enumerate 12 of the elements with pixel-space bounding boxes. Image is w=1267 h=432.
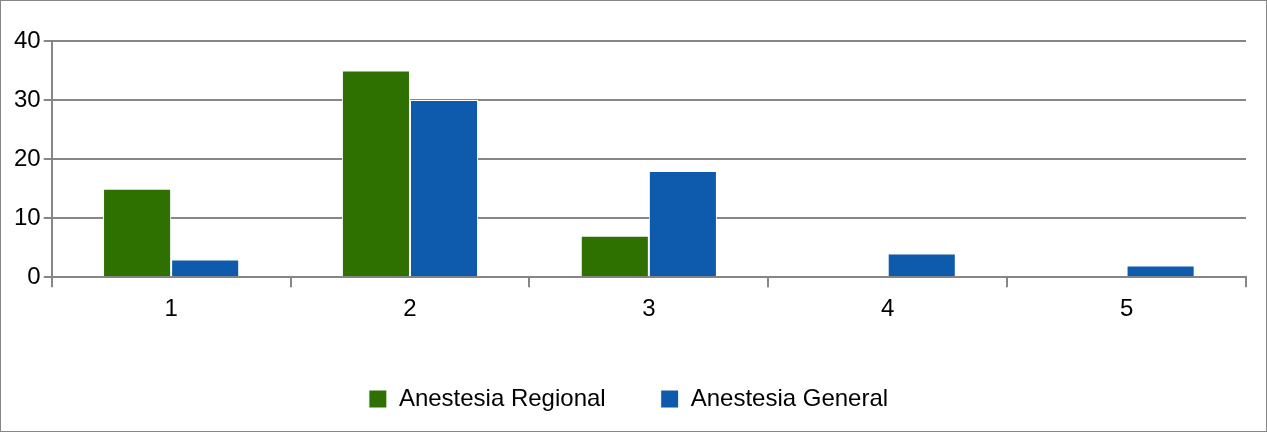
y-tick-label: 10 — [13, 202, 41, 230]
x-tick-label: 1 — [164, 294, 178, 322]
legend-label: Anestesia Regional — [398, 383, 606, 411]
x-tick-label: 3 — [642, 294, 656, 322]
x-tick-label: 2 — [403, 294, 417, 322]
y-tick-label: 0 — [27, 261, 41, 289]
x-tick-label: 5 — [1119, 294, 1134, 322]
y-tick-label: 30 — [13, 84, 41, 112]
y-tick-label: 40 — [13, 25, 41, 53]
legend-label: Anestesia General — [690, 383, 889, 411]
y-tick-label: 20 — [13, 143, 41, 171]
x-tick-label: 4 — [881, 294, 895, 322]
